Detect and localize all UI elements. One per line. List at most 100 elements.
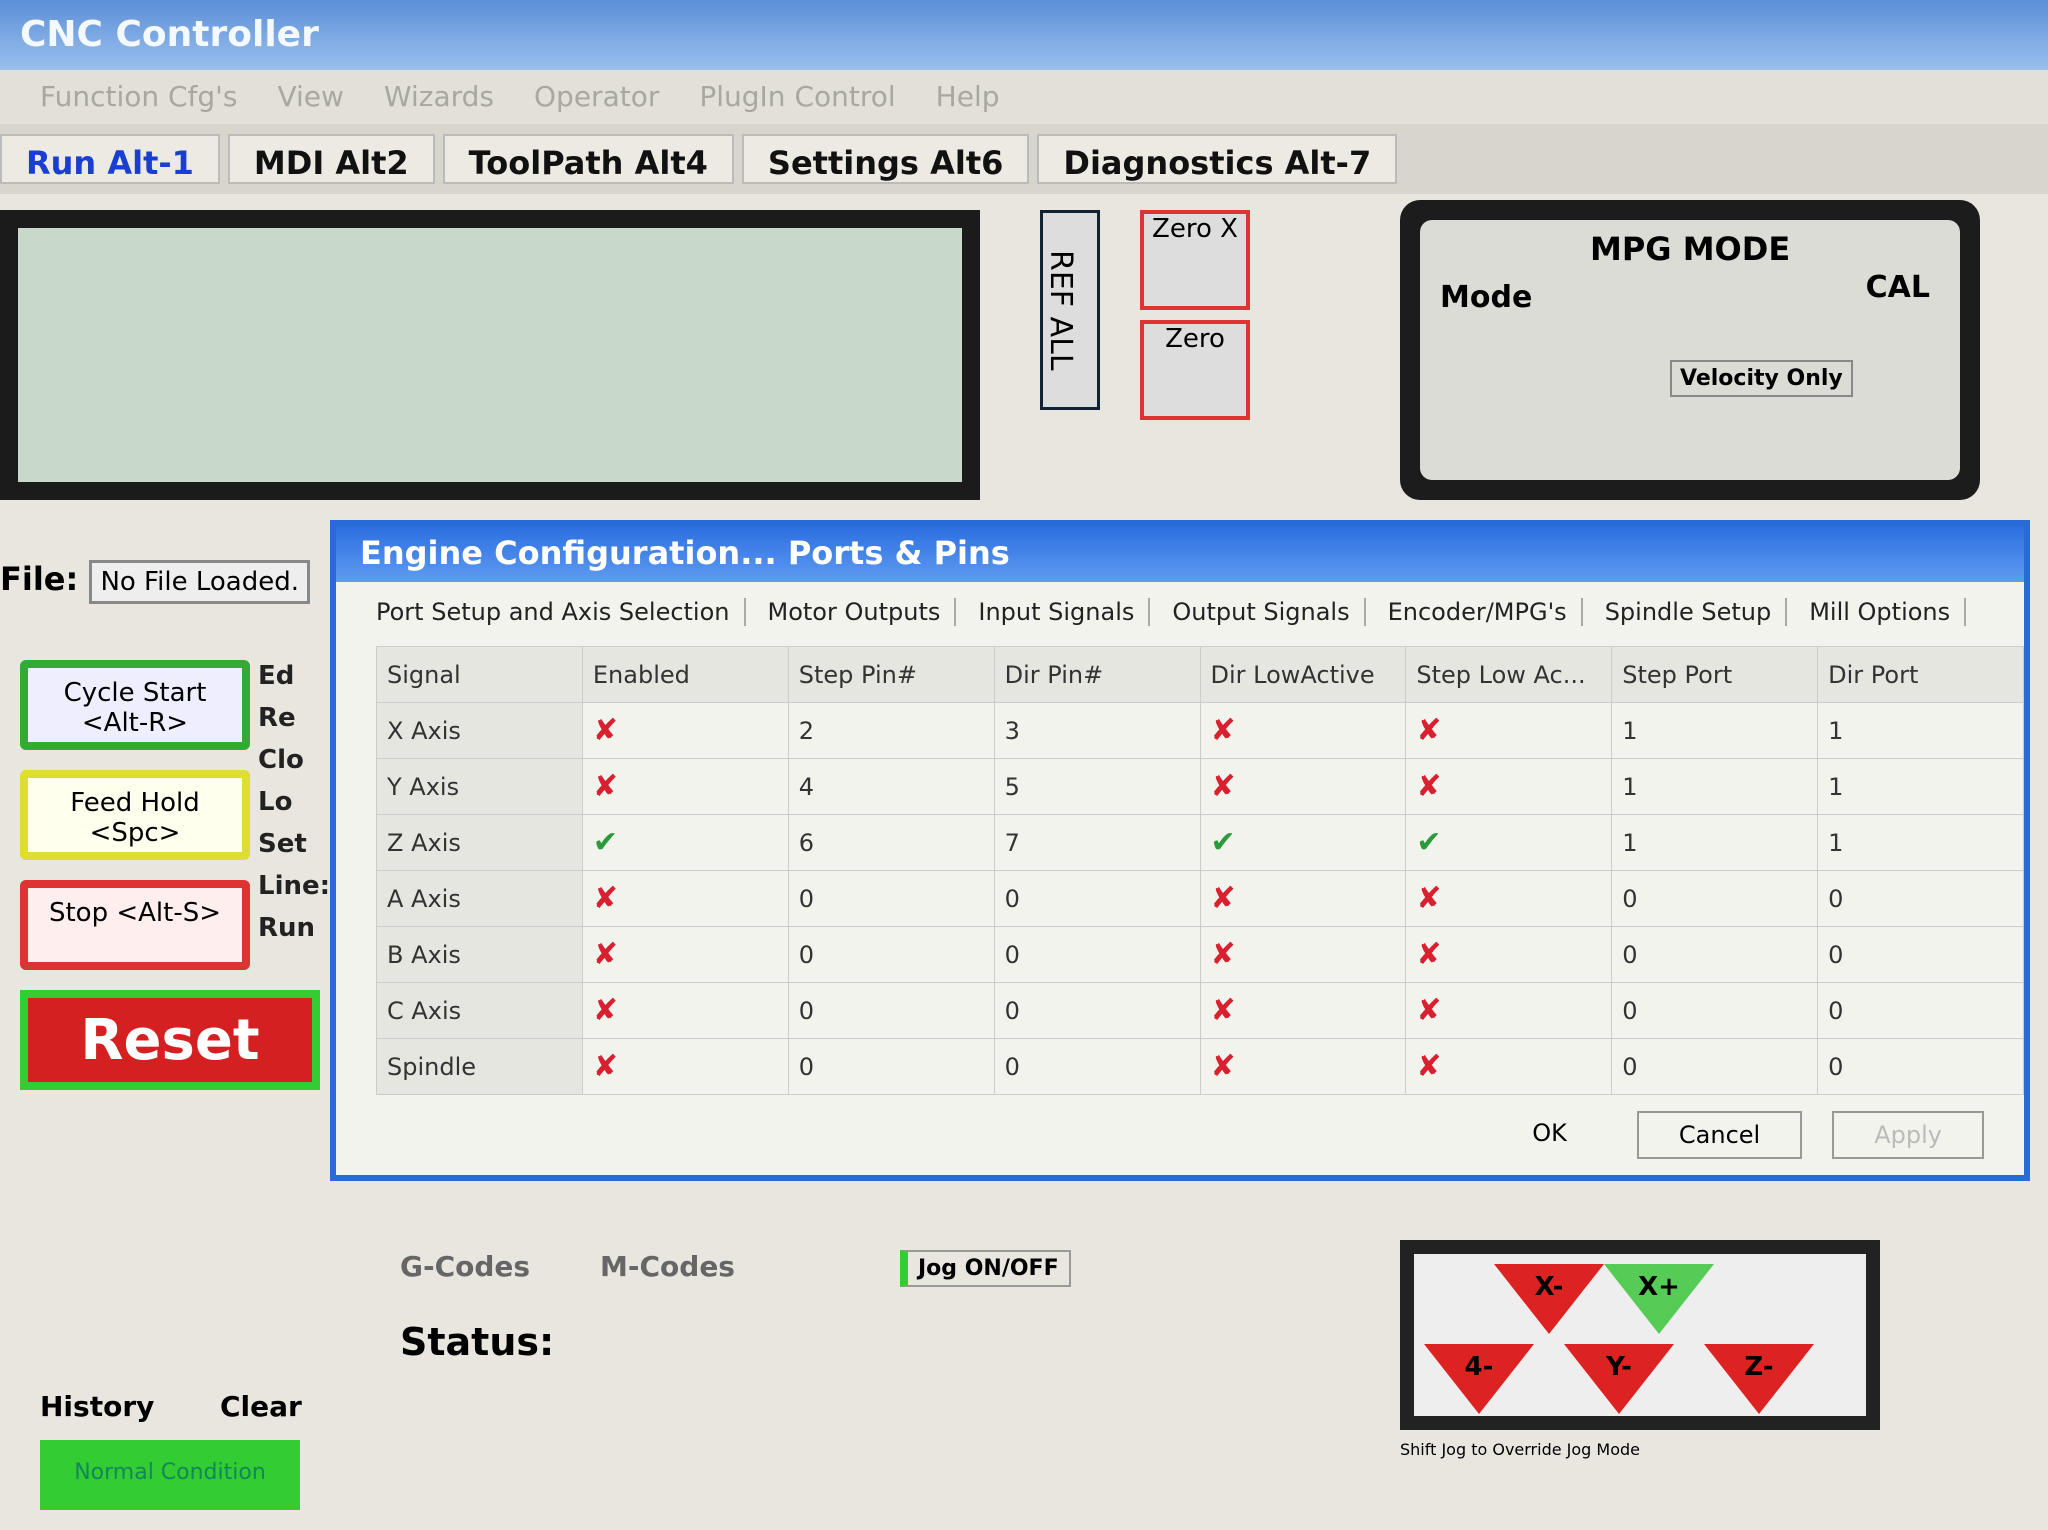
- side-label[interactable]: Ed: [258, 661, 295, 691]
- history-button[interactable]: History: [40, 1390, 155, 1423]
- side-label[interactable]: Set: [258, 829, 307, 859]
- tab[interactable]: Run Alt-1: [0, 134, 220, 184]
- cell-dir-port[interactable]: 0: [1817, 982, 2024, 1039]
- cell-dir-port[interactable]: 0: [1817, 926, 2024, 983]
- cell-step-port[interactable]: 0: [1611, 982, 1819, 1039]
- cell-dir-low[interactable]: ✘: [1199, 982, 1407, 1039]
- cell-dir-pin[interactable]: 5: [993, 758, 1201, 815]
- jog-onoff-button[interactable]: Jog ON/OFF: [900, 1250, 1071, 1287]
- cell-step-pin[interactable]: 0: [787, 982, 995, 1039]
- menu-item[interactable]: PlugIn Control: [699, 80, 896, 113]
- cell-dir-low[interactable]: ✘: [1199, 758, 1407, 815]
- stop-button[interactable]: Stop <Alt-S>: [20, 880, 250, 970]
- gcode-display[interactable]: [0, 210, 980, 500]
- mode-button[interactable]: Mode: [1440, 280, 1533, 315]
- cell-dir-port[interactable]: 0: [1817, 870, 2024, 927]
- cell-dir-low[interactable]: ✘: [1199, 926, 1407, 983]
- dialog-tab[interactable]: Encoder/MPG's: [1388, 598, 1583, 626]
- cell-enabled[interactable]: ✘: [581, 870, 789, 927]
- cell-step-low[interactable]: ✔: [1405, 814, 1613, 871]
- tab[interactable]: ToolPath Alt4: [442, 134, 734, 184]
- cell-step-low[interactable]: ✘: [1405, 982, 1613, 1039]
- clear-button[interactable]: Clear: [220, 1390, 302, 1423]
- cell-dir-port[interactable]: 1: [1817, 758, 2024, 815]
- jog-Zminus-button[interactable]: Z-: [1704, 1344, 1814, 1414]
- tab[interactable]: MDI Alt2: [227, 134, 435, 184]
- cell-step-low[interactable]: ✘: [1405, 758, 1613, 815]
- jog-Yminus-button[interactable]: Y-: [1564, 1344, 1674, 1414]
- ref-all-button[interactable]: REF ALL: [1040, 210, 1100, 410]
- cell-step-pin[interactable]: 0: [787, 926, 995, 983]
- dialog-tab[interactable]: Input Signals: [978, 598, 1151, 626]
- cell-step-port[interactable]: 0: [1611, 870, 1819, 927]
- reset-button[interactable]: Reset: [20, 990, 320, 1090]
- cell-step-low[interactable]: ✘: [1405, 1038, 1613, 1095]
- cell-dir-low[interactable]: ✔: [1199, 814, 1407, 871]
- dialog-tab[interactable]: Port Setup and Axis Selection: [376, 598, 746, 626]
- menu-item[interactable]: Function Cfg's: [40, 80, 238, 113]
- cell-enabled[interactable]: ✘: [581, 1038, 789, 1095]
- gcodes-tab[interactable]: G-Codes: [400, 1250, 531, 1283]
- dialog-tab[interactable]: Mill Options: [1809, 598, 1967, 626]
- jog-4minus-button[interactable]: 4-: [1424, 1344, 1534, 1414]
- jog-Xminus-button[interactable]: X-: [1494, 1264, 1604, 1334]
- cell-dir-pin[interactable]: 0: [993, 982, 1201, 1039]
- jog-Xplus-button[interactable]: X+: [1604, 1264, 1714, 1334]
- cell-enabled[interactable]: ✘: [581, 926, 789, 983]
- feed-hold-button[interactable]: Feed Hold <Spc>: [20, 770, 250, 860]
- cell-dir-port[interactable]: 0: [1817, 1038, 2024, 1095]
- cell-dir-pin[interactable]: 0: [993, 1038, 1201, 1095]
- cal-button[interactable]: CAL: [1865, 270, 1930, 305]
- apply-button[interactable]: Apply: [1832, 1111, 1984, 1159]
- cell-dir-port[interactable]: 1: [1817, 702, 2024, 759]
- cell-enabled[interactable]: ✘: [581, 702, 789, 759]
- velocity-only-button[interactable]: Velocity Only: [1670, 360, 1853, 397]
- cell-dir-low[interactable]: ✘: [1199, 870, 1407, 927]
- cycle-start-button[interactable]: Cycle Start <Alt-R>: [20, 660, 250, 750]
- ok-button[interactable]: OK: [1532, 1119, 1567, 1147]
- dialog-tab[interactable]: Output Signals: [1172, 598, 1366, 626]
- menu-item[interactable]: View: [277, 80, 344, 113]
- menu-item[interactable]: Operator: [534, 80, 660, 113]
- side-label[interactable]: Re: [258, 703, 296, 733]
- cell-dir-port[interactable]: 1: [1817, 814, 2024, 871]
- cell-step-port[interactable]: 0: [1611, 1038, 1819, 1095]
- cell-step-port[interactable]: 1: [1611, 814, 1819, 871]
- cell-step-pin[interactable]: 4: [787, 758, 995, 815]
- cell-dir-pin[interactable]: 0: [993, 926, 1201, 983]
- dialog-tab[interactable]: Motor Outputs: [768, 598, 957, 626]
- cell-step-port[interactable]: 1: [1611, 758, 1819, 815]
- tab[interactable]: Diagnostics Alt-7: [1037, 134, 1398, 184]
- cell-step-pin[interactable]: 6: [787, 814, 995, 871]
- menu-item[interactable]: Help: [935, 80, 1000, 113]
- side-label[interactable]: Line:: [258, 871, 331, 901]
- cancel-button[interactable]: Cancel: [1636, 1111, 1803, 1159]
- cell-dir-pin[interactable]: 3: [993, 702, 1201, 759]
- side-label[interactable]: Run: [258, 913, 316, 943]
- cell-step-low[interactable]: ✘: [1405, 870, 1613, 927]
- cell-dir-low[interactable]: ✘: [1199, 702, 1407, 759]
- cell-step-pin[interactable]: 2: [787, 702, 995, 759]
- dialog-tab[interactable]: Spindle Setup: [1605, 598, 1788, 626]
- cell-step-pin[interactable]: 0: [787, 1038, 995, 1095]
- cell-step-low[interactable]: ✘: [1405, 926, 1613, 983]
- cell-step-port[interactable]: 1: [1611, 702, 1819, 759]
- zero-y-button[interactable]: Zero: [1140, 320, 1250, 420]
- cell-enabled[interactable]: ✘: [581, 982, 789, 1039]
- cell-dir-pin[interactable]: 7: [993, 814, 1201, 871]
- cell-dir-low[interactable]: ✘: [1199, 1038, 1407, 1095]
- menu-item[interactable]: Wizards: [383, 80, 495, 113]
- cell-dir-pin[interactable]: 0: [993, 870, 1201, 927]
- cell-enabled[interactable]: ✔: [581, 814, 789, 871]
- side-label[interactable]: Lo: [258, 787, 293, 817]
- mcodes-tab[interactable]: M-Codes: [600, 1250, 735, 1283]
- tab[interactable]: Settings Alt6: [741, 134, 1030, 184]
- cell-step-port[interactable]: 0: [1611, 926, 1819, 983]
- zero-x-button[interactable]: Zero X: [1140, 210, 1250, 310]
- side-label[interactable]: Clo: [258, 745, 304, 775]
- cell-step-pin[interactable]: 0: [787, 870, 995, 927]
- cell-step-low[interactable]: ✘: [1405, 702, 1613, 759]
- cell-enabled[interactable]: ✘: [581, 758, 789, 815]
- mpg-title: MPG MODE: [1590, 230, 1791, 268]
- x-mark-icon: ✘: [1416, 937, 1442, 972]
